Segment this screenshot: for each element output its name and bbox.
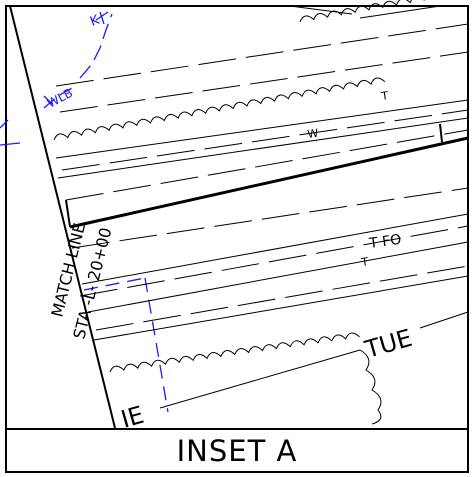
match-line	[9, 5, 116, 429]
road-edge-right	[419, 311, 469, 329]
heavy-line-tick-left	[65, 199, 71, 228]
top-edge-lines	[289, 5, 441, 19]
edge-lines	[55, 99, 469, 341]
label-water: W	[307, 127, 320, 141]
dashed-lines	[55, 23, 469, 331]
label-road-right: TUE	[361, 324, 415, 364]
tree-line-right	[359, 349, 382, 425]
tree-line-upper	[53, 77, 386, 141]
label-telephone-upper: T	[380, 89, 390, 103]
label-telephone-fiber: T FO	[367, 232, 402, 252]
inset-title: INSET A	[6, 428, 468, 472]
wetland-boundary	[0, 11, 113, 146]
inset-border	[5, 5, 469, 473]
heavy-line-tick-right	[439, 123, 443, 143]
tree-line-top	[299, 0, 452, 23]
heavy-section-line	[69, 136, 469, 229]
tree-line-lower	[109, 332, 360, 373]
label-telephone-lower: T	[360, 255, 370, 269]
label-flag: K	[88, 13, 102, 30]
road-edge	[159, 349, 361, 409]
